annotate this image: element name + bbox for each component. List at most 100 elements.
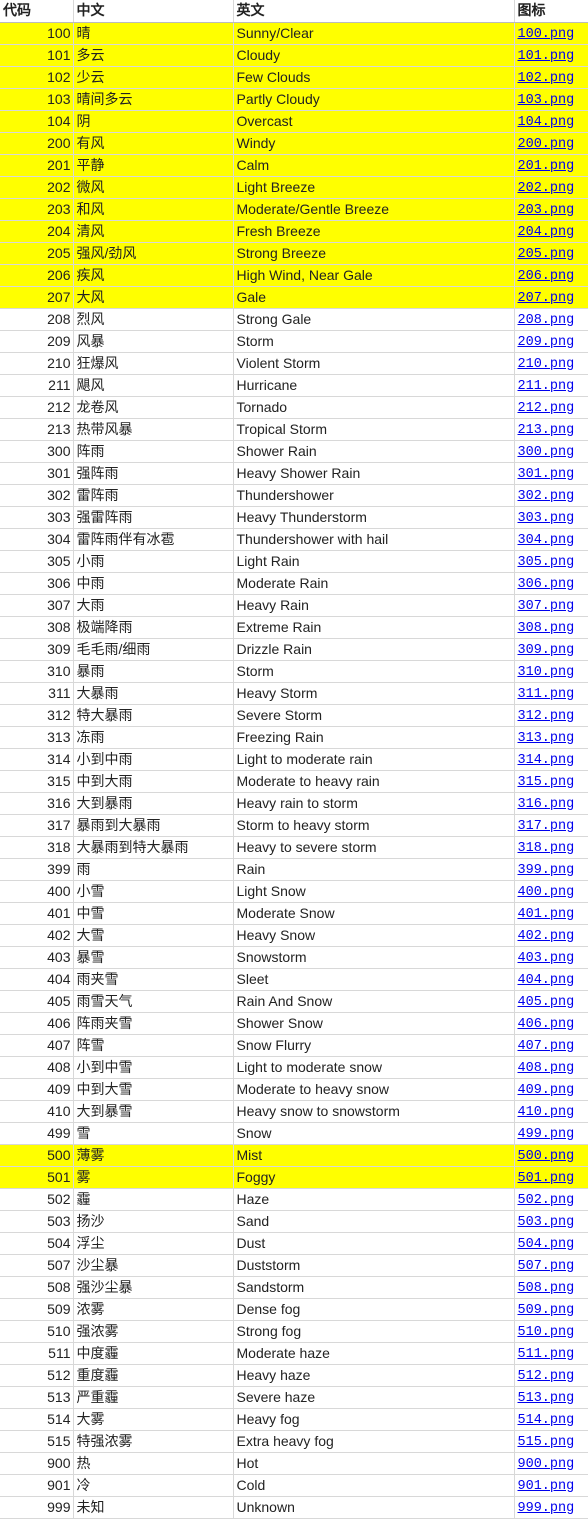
icon-link[interactable]: 203.png: [517, 202, 575, 218]
table-row: 502 霾 Haze 502.png: [0, 1188, 588, 1211]
cell-english: Heavy to severe storm: [233, 836, 515, 859]
icon-link[interactable]: 508.png: [517, 1280, 575, 1296]
icon-link[interactable]: 104.png: [517, 114, 575, 130]
icon-link[interactable]: 212.png: [517, 400, 575, 416]
cell-chinese: 大风: [73, 286, 234, 309]
icon-link[interactable]: 210.png: [517, 356, 575, 372]
table-row: 504 浮尘 Dust 504.png: [0, 1232, 588, 1255]
icon-link[interactable]: 511.png: [517, 1346, 575, 1362]
icon-link[interactable]: 208.png: [517, 312, 575, 328]
icon-link[interactable]: 102.png: [517, 70, 575, 86]
cell-code: 410: [0, 1100, 74, 1123]
icon-link[interactable]: 213.png: [517, 422, 575, 438]
cell-code: 409: [0, 1078, 74, 1101]
cell-icon: 315.png: [514, 770, 588, 793]
icon-link[interactable]: 405.png: [517, 994, 575, 1010]
table-row: 513 严重霾 Severe haze 513.png: [0, 1386, 588, 1409]
cell-icon: 317.png: [514, 814, 588, 837]
icon-link[interactable]: 301.png: [517, 466, 575, 482]
icon-link[interactable]: 302.png: [517, 488, 575, 504]
icon-link[interactable]: 318.png: [517, 840, 575, 856]
cell-icon: 208.png: [514, 308, 588, 331]
icon-link[interactable]: 310.png: [517, 664, 575, 680]
cell-icon: 308.png: [514, 616, 588, 639]
icon-link[interactable]: 100.png: [517, 26, 575, 42]
icon-link[interactable]: 403.png: [517, 950, 575, 966]
icon-link[interactable]: 201.png: [517, 158, 575, 174]
icon-link[interactable]: 514.png: [517, 1412, 575, 1428]
cell-code: 400: [0, 880, 74, 903]
icon-link[interactable]: 211.png: [517, 378, 575, 394]
cell-english: Light to moderate snow: [233, 1056, 515, 1079]
icon-link[interactable]: 205.png: [517, 246, 575, 262]
icon-link[interactable]: 317.png: [517, 818, 575, 834]
cell-code: 318: [0, 836, 74, 859]
icon-link[interactable]: 307.png: [517, 598, 575, 614]
cell-english: Moderate Rain: [233, 572, 515, 595]
icon-link[interactable]: 303.png: [517, 510, 575, 526]
cell-chinese: 雨夹雪: [73, 968, 234, 991]
icon-link[interactable]: 306.png: [517, 576, 575, 592]
icon-link[interactable]: 402.png: [517, 928, 575, 944]
cell-icon: 201.png: [514, 154, 588, 177]
icon-link[interactable]: 206.png: [517, 268, 575, 284]
header-chinese: 中文: [73, 0, 234, 23]
icon-link[interactable]: 510.png: [517, 1324, 575, 1340]
icon-link[interactable]: 500.png: [517, 1148, 575, 1164]
icon-link[interactable]: 300.png: [517, 444, 575, 460]
cell-chinese: 暴雪: [73, 946, 234, 969]
icon-link[interactable]: 103.png: [517, 92, 575, 108]
icon-link[interactable]: 209.png: [517, 334, 575, 350]
icon-link[interactable]: 204.png: [517, 224, 575, 240]
icon-link[interactable]: 408.png: [517, 1060, 575, 1076]
icon-link[interactable]: 400.png: [517, 884, 575, 900]
icon-link[interactable]: 999.png: [517, 1500, 575, 1516]
table-row: 312 特大暴雨 Severe Storm 312.png: [0, 704, 588, 727]
table-row: 317 暴雨到大暴雨 Storm to heavy storm 317.png: [0, 814, 588, 837]
icon-link[interactable]: 308.png: [517, 620, 575, 636]
icon-link[interactable]: 512.png: [517, 1368, 575, 1384]
icon-link[interactable]: 407.png: [517, 1038, 575, 1054]
table-row: 311 大暴雨 Heavy Storm 311.png: [0, 682, 588, 705]
cell-code: 901: [0, 1474, 74, 1497]
cell-code: 314: [0, 748, 74, 771]
icon-link[interactable]: 504.png: [517, 1236, 575, 1252]
icon-link[interactable]: 316.png: [517, 796, 575, 812]
icon-link[interactable]: 305.png: [517, 554, 575, 570]
icon-link[interactable]: 900.png: [517, 1456, 575, 1472]
icon-link[interactable]: 315.png: [517, 774, 575, 790]
icon-link[interactable]: 410.png: [517, 1104, 575, 1120]
table-row: 510 强浓雾 Strong fog 510.png: [0, 1320, 588, 1343]
icon-link[interactable]: 502.png: [517, 1192, 575, 1208]
icon-link[interactable]: 406.png: [517, 1016, 575, 1032]
cell-chinese: 小雨: [73, 550, 234, 573]
cell-english: Overcast: [233, 110, 515, 133]
cell-english: Sleet: [233, 968, 515, 991]
table-row: 213 热带风暴 Tropical Storm 213.png: [0, 418, 588, 441]
icon-link[interactable]: 509.png: [517, 1302, 575, 1318]
icon-link[interactable]: 513.png: [517, 1390, 575, 1406]
icon-link[interactable]: 401.png: [517, 906, 575, 922]
icon-link[interactable]: 901.png: [517, 1478, 575, 1494]
icon-link[interactable]: 499.png: [517, 1126, 575, 1142]
cell-icon: 303.png: [514, 506, 588, 529]
icon-link[interactable]: 503.png: [517, 1214, 575, 1230]
icon-link[interactable]: 404.png: [517, 972, 575, 988]
icon-link[interactable]: 200.png: [517, 136, 575, 152]
icon-link[interactable]: 311.png: [517, 686, 575, 702]
icon-link[interactable]: 309.png: [517, 642, 575, 658]
icon-link[interactable]: 207.png: [517, 290, 575, 306]
icon-link[interactable]: 202.png: [517, 180, 575, 196]
icon-link[interactable]: 101.png: [517, 48, 575, 64]
icon-link[interactable]: 507.png: [517, 1258, 575, 1274]
icon-link[interactable]: 314.png: [517, 752, 575, 768]
table-row: 500 薄雾 Mist 500.png: [0, 1144, 588, 1167]
icon-link[interactable]: 515.png: [517, 1434, 575, 1450]
icon-link[interactable]: 304.png: [517, 532, 575, 548]
cell-code: 212: [0, 396, 74, 419]
icon-link[interactable]: 313.png: [517, 730, 575, 746]
icon-link[interactable]: 501.png: [517, 1170, 575, 1186]
icon-link[interactable]: 312.png: [517, 708, 575, 724]
icon-link[interactable]: 399.png: [517, 862, 575, 878]
icon-link[interactable]: 409.png: [517, 1082, 575, 1098]
